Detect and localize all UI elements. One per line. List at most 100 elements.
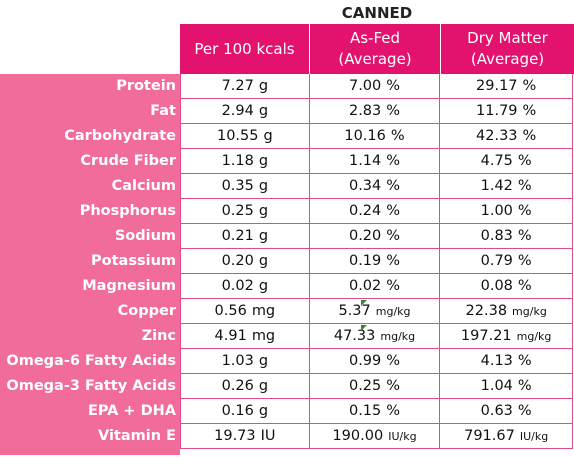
- cell-unit: %: [386, 178, 401, 194]
- cell-unit: %: [517, 403, 532, 419]
- cell-unit: g: [258, 253, 269, 269]
- per-100-kcals-cell: 0.16 g: [180, 399, 310, 424]
- table-row: Fat 2.94 g 2.83% 11.79%: [150, 99, 573, 124]
- cell-unit: %: [386, 203, 401, 219]
- cell-unit: g: [258, 78, 269, 94]
- cell-value: 0.16: [221, 403, 254, 419]
- cell-value: 0.21: [221, 228, 254, 244]
- cell-value: 197.21: [460, 328, 512, 344]
- cell-value: 47.33: [333, 328, 376, 344]
- table-title: CANNED: [341, 4, 413, 22]
- per-100-kcals-cell: 19.73 IU: [180, 424, 310, 449]
- table-row: Copper 0.56 mg 5.37 mg/kg 22.38 mg/kg: [118, 299, 573, 324]
- column-header-per-100-kcals: Per 100 kcals: [180, 24, 310, 74]
- table-row: Omega-6 Fatty Acids 1.03 g 0.99% 4.13%: [6, 349, 573, 374]
- cell-unit: %: [386, 153, 401, 169]
- cell-unit: %: [386, 228, 401, 244]
- cell-value: 4.75: [480, 153, 513, 169]
- cell-unit: %: [522, 128, 537, 144]
- row-label: Omega-6 Fatty Acids: [6, 353, 176, 369]
- as-fed-cell: 5.37 mg/kg: [309, 299, 441, 324]
- per-100-kcals-cell: 0.21 g: [180, 224, 310, 249]
- as-fed-cell: 0.25%: [309, 374, 441, 399]
- table-row: Calcium 0.35 g 0.34% 1.42%: [112, 174, 573, 199]
- cell-value: 1.14: [348, 153, 382, 169]
- per-100-kcals-cell: 2.94 g: [180, 99, 310, 124]
- cell-value: 0.02: [221, 278, 254, 294]
- cell-unit: g: [258, 353, 269, 369]
- as-fed-cell: 0.19%: [309, 249, 441, 274]
- column-header-dry-matter: Dry Matter (Average): [441, 24, 574, 74]
- cell-unit: %: [522, 78, 537, 94]
- dry-matter-cell: 0.83%: [440, 224, 573, 249]
- cell-unit: mg: [251, 328, 276, 344]
- dry-matter-cell: 4.75%: [440, 149, 573, 174]
- as-fed-cell: 2.83%: [309, 99, 441, 124]
- cell-value: 0.63: [480, 403, 513, 419]
- row-label: Crude Fiber: [80, 153, 176, 169]
- dry-matter-cell: 29.17%: [440, 74, 573, 99]
- cell-unit: g: [258, 278, 269, 294]
- row-label: Magnesium: [82, 278, 176, 294]
- row-label: Zinc: [141, 328, 176, 344]
- as-fed-cell: 10.16%: [309, 124, 441, 149]
- cell-value: 0.08: [480, 278, 513, 294]
- comment-marker-icon: [361, 300, 367, 306]
- cell-unit: %: [386, 253, 401, 269]
- cell-value: 0.15: [348, 403, 382, 419]
- as-fed-cell: 47.33 mg/kg: [309, 324, 441, 349]
- cell-unit: g: [263, 128, 273, 144]
- table-row: Magnesium 0.02 g 0.02% 0.08%: [82, 274, 573, 299]
- cell-value: 0.83: [480, 228, 513, 244]
- dry-matter-cell: 1.04%: [440, 374, 573, 399]
- cell-value: 5.37: [338, 303, 371, 319]
- dry-matter-cell: 0.63%: [440, 399, 573, 424]
- cell-value: 0.26: [221, 378, 254, 394]
- cell-value: 29.17: [476, 78, 518, 94]
- cell-unit: %: [390, 128, 405, 144]
- cell-value: 19.73: [214, 428, 256, 444]
- cell-value: 0.35: [221, 178, 254, 194]
- per-100-kcals-cell: 7.27 g: [180, 74, 310, 99]
- cell-value: 2.83: [348, 103, 382, 119]
- nutrient-table: Protein 7.27 g 7.00% 29.17% Fat 2.94 g 2.83% 11.7…: [6, 74, 573, 449]
- as-fed-cell: 0.20%: [309, 224, 441, 249]
- table-row: Zinc 4.91 mg 47.33 mg/kg 197.21 mg/kg: [142, 324, 573, 349]
- cell-value: 10.16: [344, 128, 386, 144]
- dry-matter-cell: 42.33%: [440, 124, 573, 149]
- per-100-kcals-cell: 0.56 mg: [180, 299, 310, 324]
- row-label: Carbohydrate: [64, 128, 176, 144]
- dry-matter-cell: 0.79%: [440, 249, 573, 274]
- cell-value: 1.18: [221, 153, 254, 169]
- dry-matter-cell: 4.13%: [440, 349, 573, 374]
- cell-unit: g: [258, 153, 269, 169]
- as-fed-cell: 0.15%: [309, 399, 441, 424]
- cell-unit: g: [258, 178, 269, 194]
- cell-value: 791.67: [464, 428, 515, 444]
- cell-value: 0.20: [221, 253, 254, 269]
- column-header-line1: Per 100 kcals: [194, 39, 295, 58]
- dry-matter-cell: 1.42%: [440, 174, 573, 199]
- cell-value: 0.79: [480, 253, 513, 269]
- cell-unit: mg/kg: [516, 329, 552, 343]
- cell-unit: %: [517, 178, 532, 194]
- dry-matter-cell: 1.00%: [440, 199, 573, 224]
- row-label: Vitamin E: [97, 428, 176, 444]
- cell-value: 0.34: [348, 178, 382, 194]
- as-fed-cell: 190.00 IU/kg: [309, 424, 441, 449]
- table-row: Carbohydrate 10.55 g 10.16% 42.33%: [64, 124, 573, 149]
- cell-value: 0.25: [348, 378, 382, 394]
- cell-value: 10.55: [216, 128, 259, 144]
- table-row: Protein 7.27 g 7.00% 29.17%: [116, 74, 573, 99]
- per-100-kcals-cell: 10.55 g: [180, 124, 310, 149]
- cell-value: 0.25: [221, 203, 254, 219]
- as-fed-cell: 0.24%: [309, 199, 441, 224]
- cell-value: 4.91: [214, 328, 247, 344]
- table-row: EPA + DHA 0.16 g 0.15% 0.63%: [88, 399, 573, 424]
- per-100-kcals-cell: 4.91 mg: [180, 324, 310, 349]
- row-label: Calcium: [111, 178, 176, 194]
- dry-matter-cell: 197.21 mg/kg: [440, 324, 573, 349]
- as-fed-cell: 7.00%: [309, 74, 441, 99]
- cell-unit: %: [517, 253, 532, 269]
- cell-unit: g: [258, 403, 269, 419]
